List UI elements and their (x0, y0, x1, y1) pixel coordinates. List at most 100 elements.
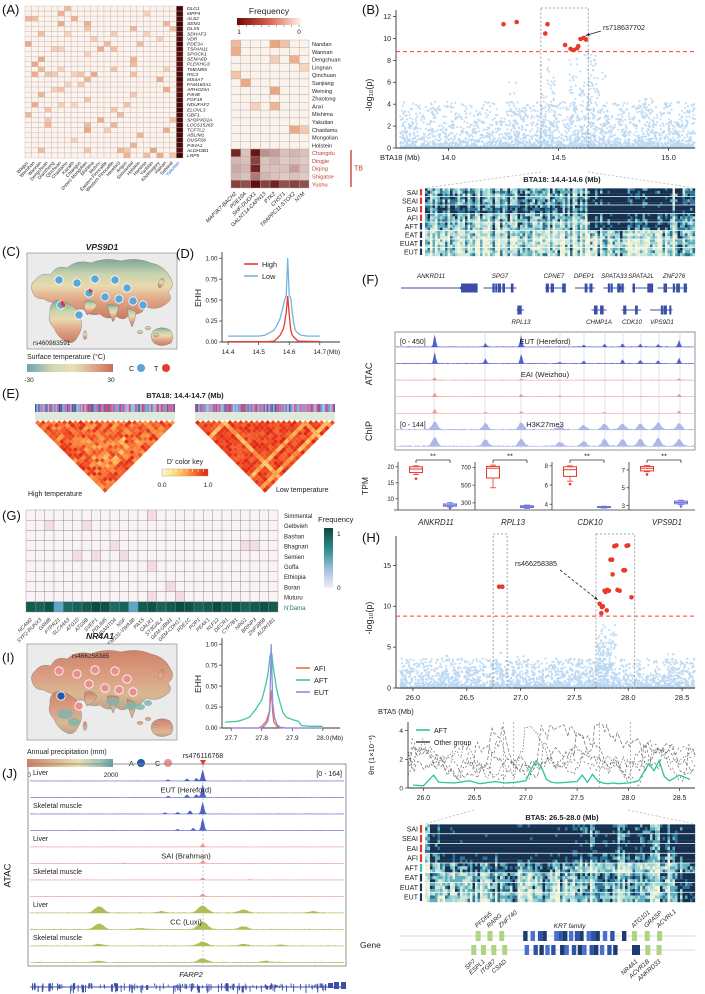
svg-text:SDHAF3: SDHAF3 (187, 31, 207, 37)
svg-text:PDE3A: PDE3A (187, 41, 203, 47)
svg-text:1: 1 (237, 29, 241, 36)
krt-family-label: KRT family (554, 923, 586, 930)
svg-text:DUSP26: DUSP26 (187, 138, 206, 144)
svg-text:Anxi: Anxi (312, 104, 323, 110)
svg-text:RIC3: RIC3 (187, 72, 198, 78)
gene-strip (30, 982, 346, 994)
panel-a-label: (A) (2, 2, 20, 17)
panel-b-label: (B) (362, 2, 380, 17)
panel-b-manhattan-plot: 0 2 4 6 8 10 12 14.0 14.5 15.0 -log₁₀(p) BTA18 (Mb)… (364, 7, 696, 162)
svg-text:P4HB: P4HB (187, 92, 201, 98)
manhattan-points (399, 53, 696, 150)
svg-text:VDR: VDR (187, 36, 198, 42)
snp-label: rs466258385 (72, 653, 110, 660)
allele-pie-markers (54, 274, 148, 320)
other-group-lines (407, 723, 696, 786)
allele-pie-markers (54, 665, 138, 711)
svg-text:Weining: Weining (312, 89, 332, 95)
svg-text:DLX5: DLX5 (187, 26, 200, 32)
panel-i-map: NR4A1 rs466258385 Annual precipitation (mm… (26, 631, 178, 779)
svg-text:BTA18: 14.4-14.6 (Mb): BTA18: 14.4-14.6 (Mb) (523, 175, 601, 184)
svg-text:14.0: 14.0 (441, 153, 456, 162)
panel-f-tpm-boxplots: TPM 101520**ANKRD11300500700**RPL13468**C… (360, 452, 695, 527)
axes: 0 2 4 6 8 10 12 14.0 14.5 15.0 (383, 10, 695, 162)
aft-line (413, 759, 691, 787)
significant-points (496, 543, 634, 616)
svg-text:SH3PXD2A: SH3PXD2A (187, 117, 213, 123)
svg-text:0: 0 (387, 145, 391, 152)
signal-tracks (396, 335, 694, 447)
haplotype-title: BTA18: 14.4-14.6 (Mb) (523, 175, 601, 184)
svg-text:rs718637702: rs718637702 (603, 23, 645, 32)
world-map (26, 252, 178, 350)
svg-text:BTA18 (Mb): BTA18 (Mb) (380, 153, 420, 162)
atac-signal-tracks (30, 769, 344, 963)
map-title: NR4A1 (86, 631, 114, 641)
svg-text:Holstein: Holstein (312, 143, 332, 149)
panel-b-haplotype-map: BTA18: 14.4-14.6 (Mb) SAISEAIEAIAFIAFTEAT… (400, 171, 696, 256)
gene-track-top: ANKRD11 SPG7 CPNE7 DPEP1 SPATA33 SPATA2L ZNF27… (401, 273, 688, 293)
world-map (26, 643, 178, 741)
haplotype-title: BTA5: 26.5-28.0 (Mb) (525, 813, 599, 822)
ehh-series-aft (225, 653, 323, 727)
ehh-series-low (228, 258, 320, 337)
highlight-region-box (595, 533, 636, 689)
svg-text:14.5: 14.5 (551, 153, 566, 162)
svg-text:Zhaotong: Zhaotong (312, 97, 336, 103)
ehh-series-afi (231, 690, 323, 729)
gene-track-bottom: RPL13 CHMP1A CDK10 VPS9D1 (512, 305, 674, 326)
svg-text:FGF18: FGF18 (187, 97, 202, 103)
svg-text:MPP4: MPP4 (187, 11, 201, 17)
svg-text:Frequency: Frequency (249, 6, 290, 16)
track-labels: [0 - 450] EUT (Hereford)EAI (Weizhou)[0 -… (400, 337, 571, 429)
svg-text:Diqing: Diqing (312, 167, 328, 173)
svg-text:SPOCK1: SPOCK1 (187, 52, 207, 58)
svg-text:Sanjiang: Sanjiang (312, 81, 334, 87)
haplotype-raster (425, 823, 696, 903)
svg-text:Mishima: Mishima (312, 112, 334, 118)
panel-c-label: (C) (2, 244, 21, 259)
svg-text:4: 4 (387, 102, 391, 109)
panel-d-label: (D) (176, 246, 195, 261)
svg-text:NTM: NTM (294, 191, 307, 204)
temperature-legend: Surface temperature (°C)-30 30 (24, 353, 115, 384)
svg-text:Qinchuan: Qinchuan (312, 73, 336, 79)
svg-text:TMEM65: TMEM65 (187, 67, 207, 73)
svg-text:ALS2: ALS2 (186, 16, 199, 22)
track-panel-frame (394, 331, 696, 451)
ld-triangle-low (195, 404, 335, 493)
svg-text:6: 6 (387, 80, 391, 87)
svg-text:Changdu: Changdu (312, 151, 335, 157)
svg-text:ALDH3B1: ALDH3B1 (186, 148, 209, 154)
x-axis-label: BTA5 (Mb) (378, 707, 414, 716)
y-axis-label: EHH (193, 289, 203, 307)
panel-h-haplotype-map: BTA5: 26.5-28.0 (Mb) SAISEAIEAIAFIAFTEATE… (400, 809, 696, 903)
zoom-connector-lines (424, 809, 696, 825)
snp-annotation: rs718637702 (585, 23, 645, 36)
atac-axis-label: ATAC (364, 362, 374, 385)
panel-g-label: (G) (2, 508, 21, 523)
panel-e-label: (E) (2, 386, 20, 401)
tpm-boxplot-cdk10: 468**CDK10 (545, 452, 611, 527)
chip-axis-label: ChIP (364, 421, 374, 441)
panel-c-map: VPS9D1 rs460983591 Surface temperature (°C… (24, 242, 178, 384)
svg-text:Dingjie: Dingjie (312, 159, 329, 165)
panel-h-label: (H) (362, 530, 381, 545)
svg-text:0: 0 (297, 29, 301, 36)
snp-arrow-icon (200, 760, 206, 766)
svg-text:Wannan: Wannan (312, 50, 333, 56)
